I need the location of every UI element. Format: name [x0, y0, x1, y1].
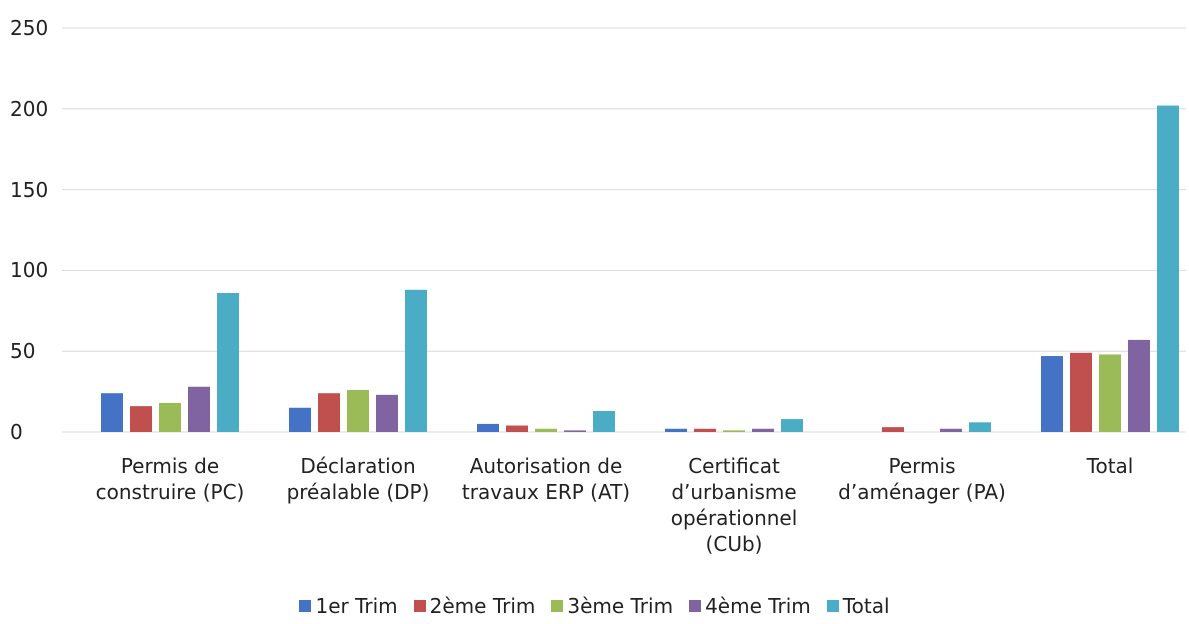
legend-item: 3ème Trim — [551, 594, 673, 618]
y-tick-label: 250 — [10, 16, 49, 40]
bar — [101, 393, 123, 432]
bar — [159, 402, 181, 432]
legend-swatch — [551, 600, 564, 612]
legend-swatch — [689, 600, 702, 612]
bar — [289, 407, 311, 432]
legend-label: Total — [842, 594, 890, 618]
legend-item: 2ème Trim — [413, 594, 536, 618]
bar — [593, 410, 615, 432]
bar — [1128, 339, 1150, 432]
bar — [694, 428, 716, 432]
y-tick-label: 50 — [10, 339, 36, 364]
x-tick-label: Certificat d’urbanisme opérationnel (CUb… — [670, 454, 798, 556]
bar — [506, 425, 528, 432]
bar — [1041, 356, 1063, 432]
bar — [781, 419, 803, 432]
bar — [217, 293, 239, 432]
legend-label: 2ème Trim — [429, 594, 536, 618]
bar — [665, 428, 687, 432]
bar — [1099, 354, 1121, 432]
legend-label: 4ème Trim — [705, 594, 811, 618]
y-tick-label: 100 — [10, 258, 49, 283]
legend-item: Total — [826, 594, 890, 618]
legend-item: 1er Trim — [299, 594, 398, 618]
y-tick-label: 0 — [10, 420, 23, 444]
bar — [376, 394, 398, 432]
legend-label: 1er Trim — [315, 594, 398, 618]
x-tick-label: Permis de construire (PC) — [95, 454, 245, 504]
legend: 1er Trim 2ème Trim 3ème Trim 4ème Trim Total — [0, 594, 1189, 618]
bar — [940, 428, 962, 432]
bar — [752, 428, 774, 432]
legend-swatch — [299, 600, 312, 612]
bar — [188, 386, 210, 432]
y-tick-label: 150 — [10, 177, 49, 202]
x-tick-label: Déclaration préalable (DP) — [286, 454, 430, 504]
legend-swatch — [413, 600, 426, 612]
bar — [405, 289, 427, 432]
bar — [1157, 105, 1179, 433]
bar — [318, 393, 340, 432]
bar — [477, 423, 499, 432]
bar — [347, 389, 369, 432]
legend-label: 3ème Trim — [567, 594, 674, 618]
legend-item: 4ème Trim — [689, 594, 811, 618]
x-tick-label: Autorisation de travaux ERP (AT) — [461, 454, 631, 504]
bar — [969, 422, 991, 432]
bar — [1070, 352, 1092, 432]
bar — [564, 430, 586, 432]
bar — [882, 427, 904, 432]
x-tick-label: Permis d’aménager (PA) — [838, 454, 1006, 504]
y-tick-label: 200 — [10, 96, 49, 121]
x-tick-label: Total — [1086, 454, 1134, 478]
bar — [535, 428, 557, 432]
bar — [723, 430, 745, 432]
legend-swatch — [826, 600, 839, 612]
bar — [130, 406, 152, 432]
